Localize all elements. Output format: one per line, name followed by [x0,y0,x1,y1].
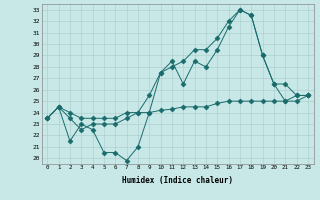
X-axis label: Humidex (Indice chaleur): Humidex (Indice chaleur) [122,176,233,185]
